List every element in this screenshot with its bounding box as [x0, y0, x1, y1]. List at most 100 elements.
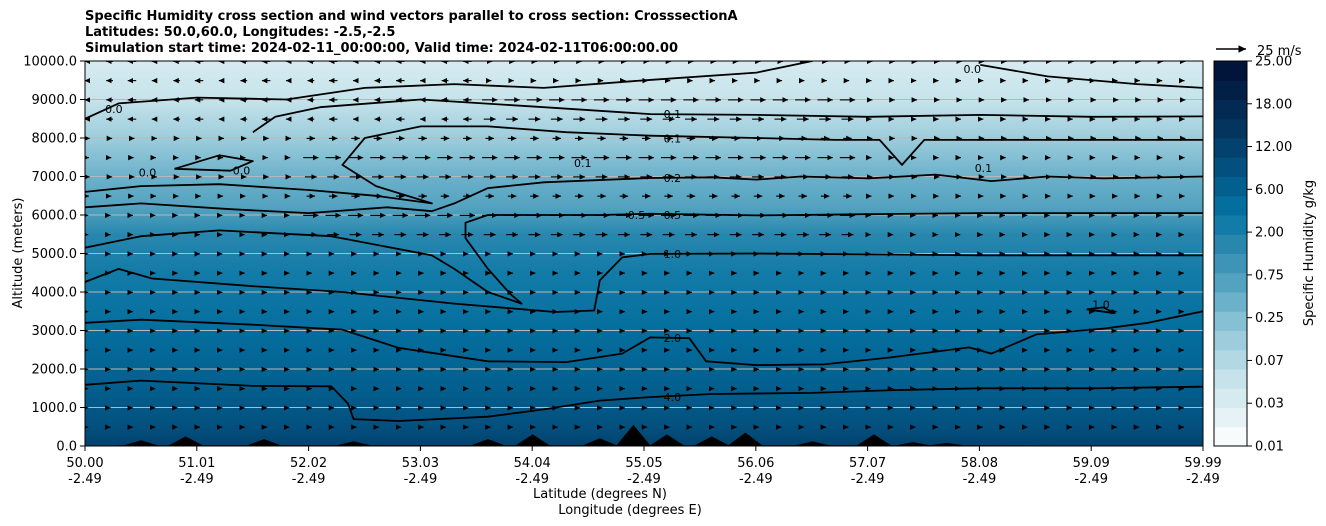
colorbar-swatch: [1214, 157, 1247, 177]
x-tick-label-lat: 55.05: [625, 456, 662, 471]
colorbar-swatch: [1214, 80, 1247, 100]
x-tick-label-lon: -2.49: [404, 472, 438, 487]
colorbar-swatch: [1214, 215, 1247, 235]
colorbar-swatch: [1214, 118, 1247, 139]
contour-label: 0.2: [664, 172, 682, 185]
colorbar-swatch: [1214, 369, 1247, 389]
contour-label: 4.0: [664, 391, 682, 404]
x-axis-label-lon: Longitude (degrees E): [558, 503, 702, 518]
y-tick-label: 0.0: [56, 440, 77, 455]
x-tick-label-lat: 57.07: [849, 456, 886, 471]
x-tick-label-lat: 56.06: [737, 456, 774, 471]
colorbar: 0.01 0.03 0.07 0.25 0.75 2.00 6.00 12.00 18.00 25…: [1213, 55, 1292, 455]
y-tick-label: 7000.0: [32, 170, 78, 185]
contour-label: 0.1: [664, 108, 682, 121]
colorbar-tick-label: 18.00: [1255, 97, 1292, 112]
colorbar-tick-label: 0.25: [1255, 311, 1284, 326]
contour-labels: 0.0 0.0 0.0 0.1 0.1 0.1 0.2 0.5 0.5 1.0 2.0 4.0 0.0 0…: [105, 63, 1110, 404]
contour-label: 0.1: [574, 157, 592, 170]
colorbar-swatch: [1214, 99, 1247, 120]
y-tick-label: 3000.0: [32, 324, 78, 339]
contour-label: 1.0: [1092, 299, 1110, 312]
x-tick-label-lon: -2.49: [292, 472, 326, 487]
wind-key-label: 25 m/s: [1257, 44, 1302, 59]
colorbar-frame: [1213, 60, 1248, 447]
contour-label: 0.1: [664, 132, 682, 145]
x-tick-label-lat: 59.09: [1073, 456, 1110, 471]
colorbar-swatch: [1214, 272, 1247, 293]
y-tick-label: 6000.0: [32, 209, 78, 224]
contour-line-4: [85, 379, 1203, 422]
colorbar-swatch: [1214, 138, 1247, 158]
contour-label: 0.0: [105, 103, 123, 116]
contour-label: 0.5: [664, 209, 682, 222]
contour-line-1: [85, 252, 1203, 313]
x-tick-label-lon: -2.49: [739, 472, 773, 487]
x-tick-label-lon: -2.49: [963, 472, 997, 487]
chart-title-line-2: Latitudes: 50.0,60.0, Longitudes: -2.5,-…: [85, 25, 396, 40]
y-axis-label: Altitude (meters): [11, 198, 26, 309]
colorbar-swatch: [1214, 311, 1247, 331]
contour-label: 0.0: [233, 165, 251, 178]
contour-label: 0.1: [975, 162, 993, 175]
contour-line-1: [1086, 306, 1116, 315]
axes: 0.0 1000.0 2000.0 3000.0 4000.0 5000.0 6000.0 7…: [23, 55, 1221, 488]
colorbar-swatch: [1214, 388, 1247, 408]
colorbar-swatch: [1214, 292, 1247, 312]
terrain: [85, 424, 1203, 446]
y-tick-label: 2000.0: [32, 363, 78, 378]
colorbar-swatch: [1214, 234, 1247, 254]
x-tick-label-lon: -2.49: [68, 472, 102, 487]
y-tick-label: 10000.0: [23, 55, 77, 70]
colorbar-tick-label: 2.00: [1255, 226, 1284, 241]
contour-label: 0.0: [964, 63, 982, 76]
colorbar-swatch: [1214, 426, 1247, 447]
x-tick-label-lon: -2.49: [515, 472, 549, 487]
chart-title-line-1: Specific Humidity cross section and wind…: [85, 9, 738, 24]
contour-line-0: [85, 61, 813, 120]
wind-key: 25 m/s: [1216, 44, 1302, 59]
terrain-shape: [85, 424, 1203, 446]
y-tick-label: 4000.0: [32, 286, 78, 301]
colorbar-swatch: [1214, 195, 1247, 216]
x-tick-label-lat: 54.04: [514, 456, 551, 471]
x-tick-label-lat: 50.00: [66, 456, 103, 471]
colorbar-swatch: [1214, 330, 1247, 351]
y-tick-label: 9000.0: [32, 93, 78, 108]
colorbar-swatch: [1214, 407, 1247, 428]
colorbar-tick-label: 0.75: [1255, 268, 1284, 283]
x-tick-label-lat: 53.03: [402, 456, 439, 471]
colorbar-tick-label: 12.00: [1255, 140, 1292, 155]
colorbar-tick-label: 0.01: [1255, 440, 1284, 455]
y-tick-label: 8000.0: [32, 132, 78, 147]
colorbar-swatch: [1214, 61, 1247, 81]
colorbar-tick-label: 25.00: [1255, 55, 1292, 70]
y-tick-label: 1000.0: [32, 401, 78, 416]
x-tick-label-lat: 52.02: [290, 456, 327, 471]
y-tick-label: 5000.0: [32, 247, 78, 262]
colorbar-tick-label: 0.07: [1255, 354, 1284, 369]
chart-title-line-3: Simulation start time: 2024-02-11_00:00:…: [85, 41, 678, 56]
contour-line-0.1: [252, 98, 1203, 133]
x-tick-label-lat: 51.01: [178, 456, 215, 471]
x-tick-label-lon: -2.49: [851, 472, 885, 487]
colorbar-label: Specific Humidity g/kg: [1302, 180, 1317, 326]
contour-label: 0.5: [628, 209, 646, 222]
contour-label: 1.0: [664, 248, 682, 261]
x-tick-label-lon: -2.49: [1074, 472, 1108, 487]
colorbar-swatch: [1214, 349, 1247, 370]
colorbar-swatch: [1214, 176, 1247, 197]
colorbar-tick-label: 0.03: [1255, 397, 1284, 412]
x-axis-label-lat: Latitude (degrees N): [533, 487, 667, 502]
wind-vectors: [85, 61, 1186, 430]
contour-label: 0.0: [139, 167, 157, 180]
colorbar-tick-label: 6.00: [1255, 183, 1284, 198]
x-tick-label-lon: -2.49: [627, 472, 661, 487]
x-tick-label-lon: -2.49: [1186, 472, 1220, 487]
x-tick-label-lat: 58.08: [961, 456, 998, 471]
contour-label: 2.0: [664, 332, 682, 345]
x-tick-label-lat: 59.99: [1184, 456, 1221, 471]
x-tick-label-lon: -2.49: [180, 472, 214, 487]
colorbar-swatch: [1214, 253, 1247, 274]
